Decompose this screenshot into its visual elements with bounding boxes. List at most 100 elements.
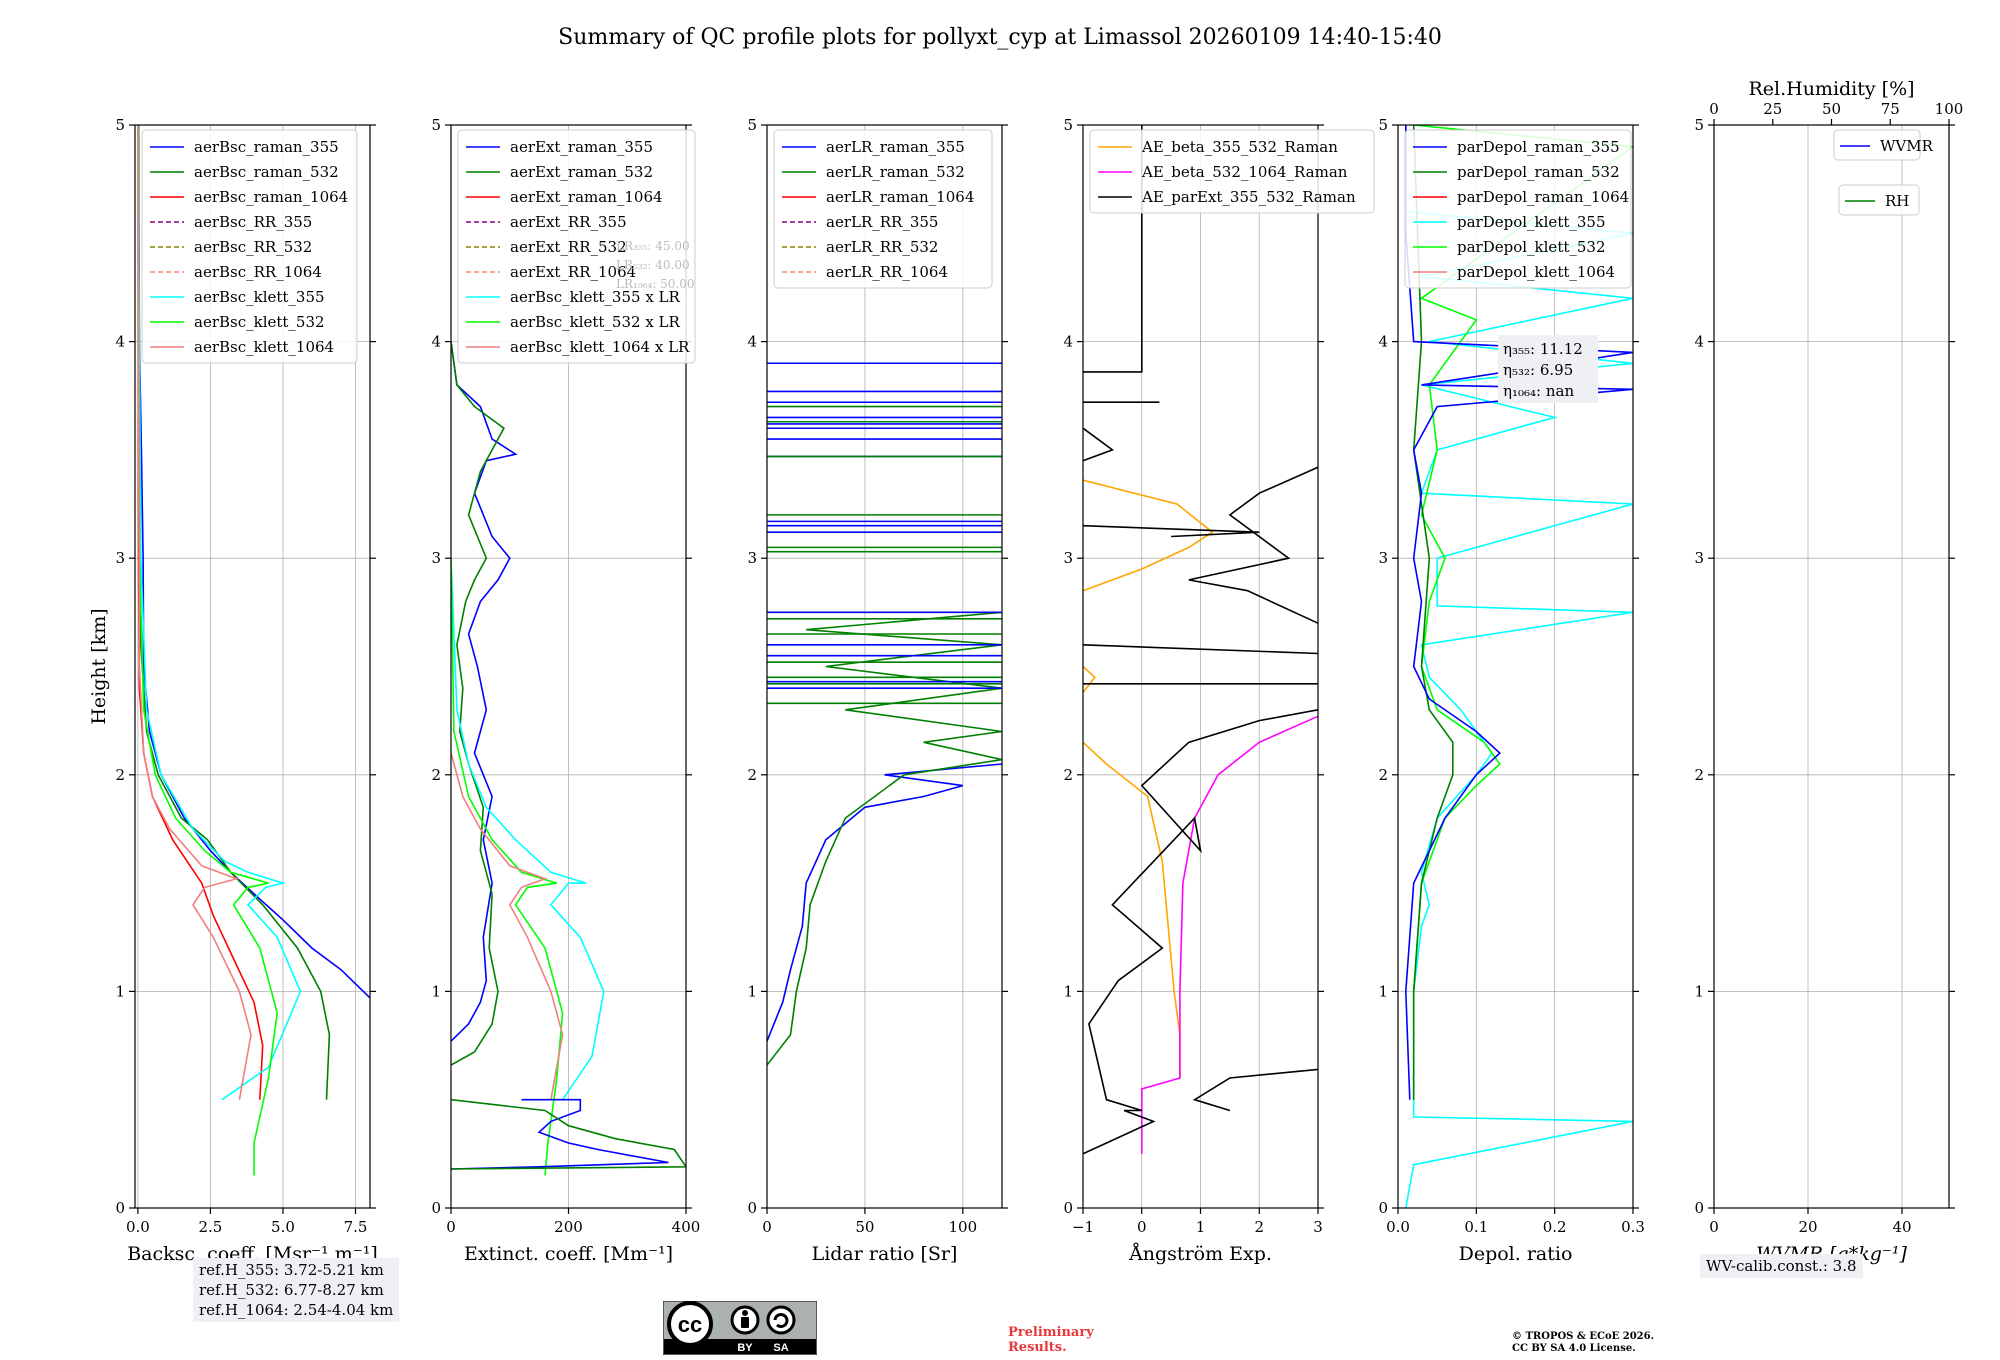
series-aerext-raman-532-low	[451, 1098, 686, 1170]
y-tick-label: 0	[1063, 1199, 1073, 1217]
eta-label: η₁₀₆₄: nan	[1503, 382, 1574, 400]
y-tick-label: 5	[1378, 116, 1388, 134]
x-tick-label: 200	[554, 1218, 583, 1236]
y-tick-label: 0	[1694, 1199, 1704, 1217]
legend-depol: parDepol_raman_355 parDepol_raman_532 parD…	[1404, 129, 1632, 289]
preliminary-line-1: Preliminary	[1008, 1325, 1094, 1340]
y-tick-label: 1	[115, 982, 125, 1000]
legend-label: aerExt_raman_532	[510, 163, 653, 181]
legend-angstrom: AE_beta_355_532_Raman AE_beta_532_1064_Ra…	[1089, 129, 1375, 214]
legend-label: aerBsc_klett_355	[194, 288, 325, 306]
ref-height-1064: ref.H_1064: 2.54-4.04 km	[199, 1301, 394, 1319]
legend-label: aerLR_RR_532	[826, 238, 938, 256]
series-ae-parext-upper5	[1083, 427, 1115, 462]
legend-label: aerExt_RR_532	[510, 238, 627, 256]
legend-label: aerExt_raman_355	[510, 138, 653, 156]
legend-label: aerBsc_RR_532	[194, 238, 312, 256]
wv-calib-text: WV-calib.const.: 3.8	[1706, 1257, 1857, 1275]
legend-frame	[1089, 129, 1375, 214]
legend-label: aerLR_raman_532	[826, 163, 965, 181]
legend-label: parDepol_raman_355	[1457, 138, 1620, 156]
x-tick-label: 50	[855, 1218, 874, 1236]
y-tick-label: 3	[747, 549, 757, 567]
copyright-note: © TROPOS & ECoE 2026. CC BY SA 4.0 Licen…	[1512, 1331, 1654, 1355]
legend-box-rh: RH	[1838, 184, 1920, 216]
panel-wvmr: 02040012345WVMR [g*kg⁻¹]0255075100Rel.Hu…	[1694, 78, 1963, 1265]
axes-frame	[1397, 124, 1634, 1209]
x-tick-label: 20	[1798, 1218, 1817, 1236]
legend-label: aerBsc_klett_355 x LR	[510, 288, 681, 306]
legend-label: RH	[1885, 192, 1909, 210]
x-tick-label: 400	[672, 1218, 701, 1236]
x-tick-label: 5.0	[271, 1218, 295, 1236]
legend-label: WVMR	[1880, 137, 1934, 155]
y-tick-label: 2	[1063, 766, 1073, 784]
top-x-tick-label: 100	[1935, 100, 1964, 118]
sa-share-icon	[766, 1305, 796, 1335]
sa-label: SA	[773, 1342, 788, 1354]
x-tick-label: 1	[1196, 1218, 1206, 1236]
x-tick-label: −1	[1072, 1218, 1094, 1236]
y-tick-label: 1	[1378, 982, 1388, 1000]
legend-label: aerBsc_klett_1064 x LR	[510, 338, 690, 356]
series-group	[137, 125, 370, 1176]
x-tick-label: 0	[446, 1218, 456, 1236]
series-ae-parext-upper4	[1083, 524, 1260, 538]
legend-label: aerExt_RR_355	[510, 213, 627, 231]
ref-height-355: ref.H_355: 3.72-5.21 km	[199, 1261, 384, 1279]
eta-label: η₃₅₅: 11.12	[1503, 340, 1583, 358]
x-tick-label: 0.1	[1464, 1218, 1488, 1236]
y-tick-label: 5	[115, 116, 125, 134]
series-ae-parext-355-532-raman	[1083, 709, 1318, 1155]
series-ae-beta-355-532-raman	[1083, 741, 1181, 1078]
series-aerext-raman-532	[451, 341, 505, 1066]
series-pardepol-raman-532	[1412, 125, 1454, 1100]
y-tick-label: 1	[1694, 982, 1704, 1000]
legend-label: aerBsc_raman_1064	[194, 188, 348, 206]
x-tick-label: 2.5	[199, 1218, 223, 1236]
y-tick-label: 5	[1063, 116, 1073, 134]
y-tick-label: 4	[431, 333, 441, 351]
legend-label: parDepol_raman_532	[1457, 163, 1620, 181]
preliminary-note: Preliminary Results.	[1008, 1325, 1094, 1355]
x-tick-label: 0	[1709, 1218, 1719, 1236]
legend-frame	[773, 129, 993, 289]
series-aerbsc-klett-355	[137, 125, 302, 1101]
copyright-line-2: CC BY SA 4.0 License.	[1512, 1343, 1636, 1354]
y-tick-label: 0	[1378, 1199, 1388, 1217]
legend-label: aerLR_RR_1064	[826, 263, 948, 281]
series-aerext-raman-355-low	[451, 1098, 669, 1170]
series-aerbsc-raman-355	[137, 125, 370, 999]
x-tick-label: 0	[762, 1218, 772, 1236]
eta-box	[1498, 335, 1598, 403]
legend-label: aerBsc_RR_1064	[194, 263, 322, 281]
x-tick-label: 0.0	[126, 1218, 150, 1236]
panel-extinction: 0 200 400 0 1 2 3 4 5 Extinct. coeff. [Mm⁻¹] aerEx…	[431, 116, 700, 1265]
legend-label: AE_beta_355_532_Raman	[1141, 138, 1338, 156]
top-x-tick-label: 0	[1709, 100, 1719, 118]
by-label: BY	[737, 1342, 753, 1354]
series-ae-parext-low	[1192, 1068, 1318, 1112]
series-aerbsc-raman-532	[137, 125, 331, 1100]
y-tick-label: 4	[1694, 333, 1704, 351]
y-tick-label: 3	[1694, 549, 1704, 567]
series-ae-beta-355-532-raman-peak	[1083, 479, 1214, 592]
ref-height-box: ref.H_355: 3.72-5.21 km ref.H_532: 6.77-…	[193, 1258, 400, 1322]
axes-frame	[766, 124, 1003, 1209]
legend-label: aerBsc_klett_532	[194, 313, 325, 331]
cc-by-sa-badge: cc BY SA	[663, 1301, 817, 1355]
x-tick-label: 2	[1254, 1218, 1264, 1236]
legend-frame	[1833, 129, 1921, 161]
copyright-line-1: © TROPOS & ECoE 2026.	[1512, 1331, 1655, 1342]
x-axis-label: Depol. ratio	[1459, 1243, 1573, 1265]
y-tick-label: 4	[1378, 333, 1388, 351]
y-tick-label: 0	[431, 1199, 441, 1217]
legend-lidar_ratio: aerLR_raman_355 aerLR_raman_532 aerLR_rama…	[773, 129, 993, 289]
legend-label: AE_beta_532_1064_Raman	[1141, 163, 1348, 181]
y-tick-label: 4	[115, 333, 125, 351]
series-aerbsc-klett-532-x-lr	[451, 558, 564, 1176]
x-tick-label: 100	[949, 1218, 978, 1236]
y-tick-label: 2	[1694, 766, 1704, 784]
ref-height-532: ref.H_532: 6.77-8.27 km	[199, 1281, 384, 1299]
